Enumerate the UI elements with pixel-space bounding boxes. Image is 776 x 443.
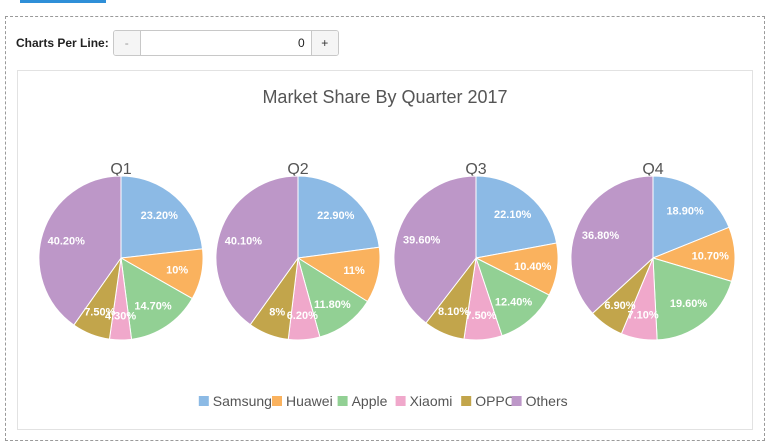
slice-label: 40.10% bbox=[225, 235, 263, 247]
legend-label: Xiaomi bbox=[410, 393, 453, 409]
legend-swatch bbox=[198, 396, 209, 406]
slice-label: 40.20% bbox=[48, 236, 86, 248]
decrement-button[interactable]: - bbox=[113, 31, 141, 55]
slice-label: 18.90% bbox=[666, 205, 704, 217]
chart-container bbox=[5, 16, 765, 441]
slice-label: 7.50% bbox=[84, 306, 115, 318]
pie-slice-others[interactable] bbox=[215, 175, 299, 326]
legend-swatch bbox=[272, 396, 282, 406]
slice-label: 39.60% bbox=[403, 235, 441, 247]
pie-q2: Q2 22.90% 11% 11.80%6.20%8% 40.10% bbox=[215, 161, 381, 341]
slice-label: 10% bbox=[166, 265, 188, 277]
pie-slice-samsung[interactable] bbox=[652, 175, 730, 259]
slice-label: 36.80% bbox=[582, 230, 620, 242]
pie-slice-others[interactable] bbox=[38, 175, 122, 326]
slice-label: 6.90% bbox=[604, 300, 635, 312]
legend-swatch bbox=[337, 396, 348, 406]
pie-slice-samsung[interactable] bbox=[475, 175, 558, 259]
legend-swatch bbox=[511, 396, 522, 406]
pie-slice-apple[interactable] bbox=[652, 257, 733, 341]
slice-label: 12.40% bbox=[495, 296, 533, 308]
slice-label: 10.40% bbox=[514, 261, 552, 273]
pie-title: Q1 bbox=[110, 161, 131, 178]
slice-label: 4.30% bbox=[105, 310, 136, 322]
legend-label: Samsung bbox=[213, 393, 272, 409]
pie-title: Q2 bbox=[287, 161, 308, 178]
legend-item-apple[interactable]: Apple bbox=[337, 393, 388, 409]
chart-panel: Market Share By Quarter 2017 Q1 23.20% 10%… bbox=[17, 70, 753, 430]
charts-per-line-input[interactable] bbox=[140, 31, 311, 55]
pie-slice-others[interactable] bbox=[393, 175, 477, 324]
slice-label: 22.90% bbox=[317, 210, 355, 222]
pie-slice-samsung[interactable] bbox=[297, 175, 380, 259]
pie-slice-apple[interactable] bbox=[297, 256, 369, 338]
chart-title: Market Share By Quarter 2017 bbox=[262, 87, 507, 107]
legend-item-huawei[interactable]: Huawei bbox=[272, 393, 333, 409]
slice-label: 11% bbox=[343, 265, 365, 277]
legend-item-oppo[interactable]: OPPO bbox=[461, 393, 516, 409]
top-tab-indicator bbox=[20, 0, 106, 3]
legend: Samsung Huawei Apple Xiaomi OPPO Others bbox=[198, 393, 568, 409]
pie-q3: Q3 22.10% 10.40% 12.40% 7.50%8.10% 39.60% bbox=[393, 161, 559, 341]
market-share-chart: Market Share By Quarter 2017 Q1 23.20% 10%… bbox=[38, 87, 736, 409]
legend-label: Huawei bbox=[286, 393, 333, 409]
legend-label: Apple bbox=[352, 393, 388, 409]
pie-title: Q3 bbox=[465, 161, 486, 178]
legend-item-others[interactable]: Others bbox=[511, 393, 568, 409]
legend-item-samsung[interactable]: Samsung bbox=[198, 393, 272, 409]
pie-slice-samsung[interactable] bbox=[120, 175, 204, 259]
slice-label: 22.10% bbox=[494, 209, 532, 221]
charts-per-line-control: Charts Per Line: - + bbox=[16, 30, 339, 56]
slice-label: 6.20% bbox=[287, 310, 318, 322]
pie-q4: Q4 18.90% 10.70% 19.60% 7.10%6.90% 36.80% bbox=[570, 161, 736, 341]
slice-label: 11.80% bbox=[314, 299, 351, 311]
legend-item-xiaomi[interactable]: Xiaomi bbox=[395, 393, 453, 409]
pie-title: Q4 bbox=[642, 161, 663, 178]
slice-label: 10.70% bbox=[692, 250, 730, 262]
pie-charts: Q123.20%10%14.70%4.30%7.50%40.20%Q222.90… bbox=[38, 161, 736, 341]
legend-swatch bbox=[395, 396, 406, 406]
slice-label: 14.70% bbox=[134, 301, 172, 313]
pie-slice-others[interactable] bbox=[570, 175, 654, 315]
legend-swatch bbox=[461, 396, 472, 406]
charts-per-line-label: Charts Per Line: bbox=[16, 36, 109, 50]
slice-label: 8.10% bbox=[438, 306, 469, 318]
pie-q1: Q1 23.20% 10% 14.70%4.30%7.50% 40.20% bbox=[38, 161, 204, 341]
slice-label: 7.10% bbox=[627, 310, 658, 322]
charts-per-line-stepper: - + bbox=[112, 30, 339, 56]
pie-slice-apple[interactable] bbox=[475, 257, 550, 337]
legend-label: Others bbox=[526, 393, 568, 409]
slice-label: 7.50% bbox=[465, 310, 496, 322]
slice-label: 8% bbox=[269, 307, 285, 319]
slice-label: 23.20% bbox=[141, 210, 179, 222]
slice-label: 19.60% bbox=[670, 298, 708, 310]
pie-slice-apple[interactable] bbox=[120, 257, 193, 340]
legend-label: OPPO bbox=[475, 393, 516, 409]
increment-button[interactable]: + bbox=[310, 31, 338, 55]
